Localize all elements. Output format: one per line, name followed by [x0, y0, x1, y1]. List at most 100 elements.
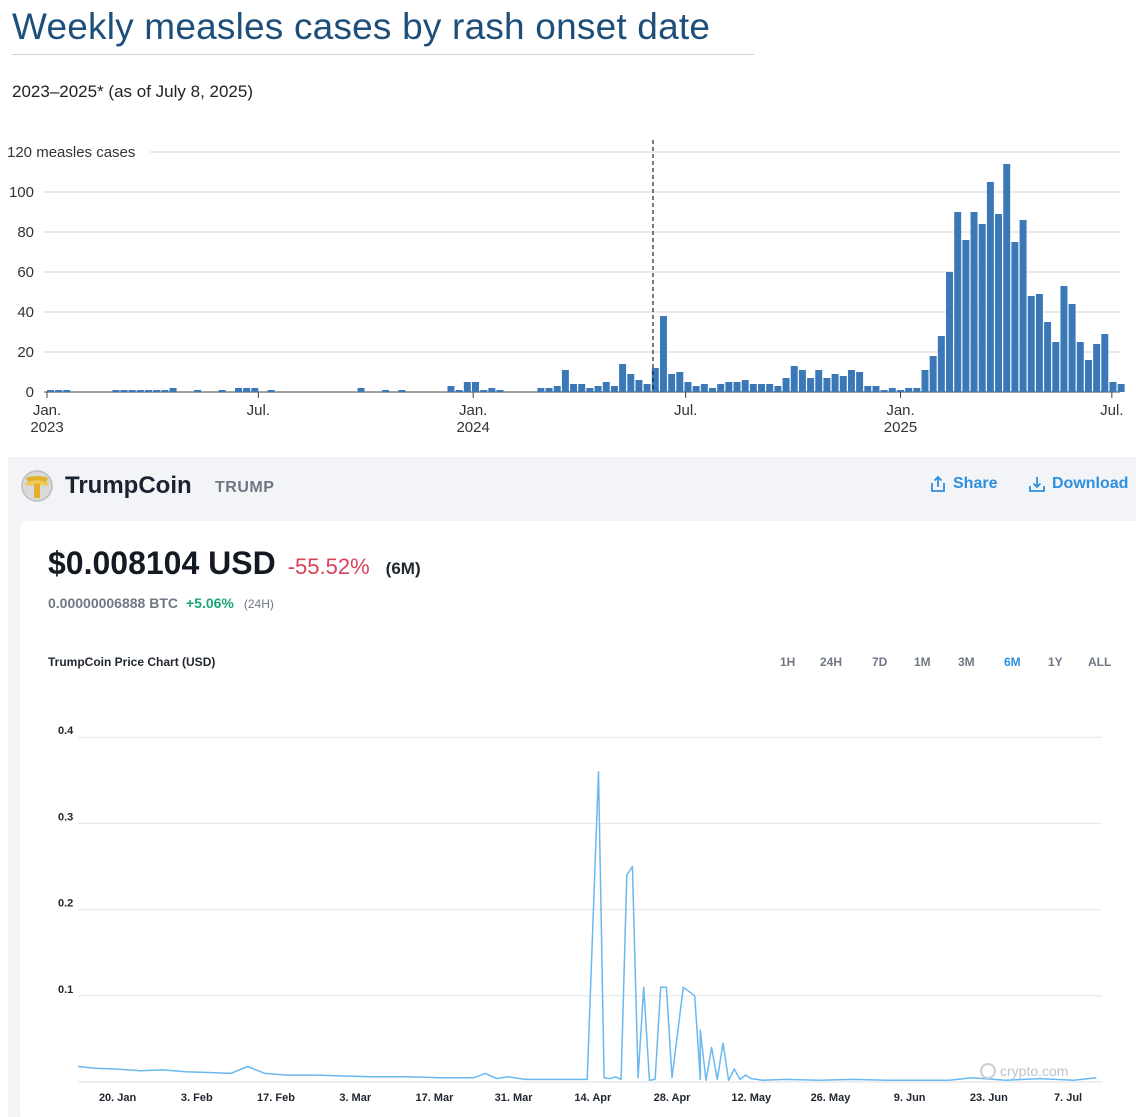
price-x-tick-label: 31. Mar — [495, 1092, 534, 1104]
bar-week-2024-09-15 — [774, 386, 782, 392]
bar-week-2024-07-21 — [709, 388, 716, 392]
range-button-3m[interactable]: 3M — [958, 655, 975, 669]
price-x-tick-label: 20. Jan — [99, 1092, 137, 1104]
bar-week-2024-06-23 — [676, 372, 684, 392]
bar-week-2024-05-12 — [627, 374, 635, 392]
bar-week-2023-03-12 — [128, 390, 136, 392]
bar-week-2023-07-09 — [267, 390, 275, 392]
bar-week-2025-04-27 — [1035, 294, 1043, 392]
bar-week-2024-09-29 — [790, 366, 798, 392]
btc-change: +5.06% — [186, 595, 234, 611]
range-button-1h[interactable]: 1H — [780, 655, 796, 669]
range-button-1y[interactable]: 1Y — [1048, 655, 1063, 669]
measles-chart-panel: Weekly measles cases by rash onset date … — [0, 0, 1136, 450]
bar-week-2024-10-06 — [798, 370, 806, 392]
bar-week-2025-03-09 — [978, 224, 986, 392]
bar-week-2023-06-25 — [251, 388, 259, 392]
y-tick-label: 100 — [9, 184, 34, 201]
y-tick-label: 0 — [26, 384, 34, 401]
x-tick-label: Jul. — [247, 402, 270, 419]
bar-week-2024-12-08 — [872, 386, 880, 392]
bar-week-2024-11-17 — [847, 370, 855, 392]
price-x-tick-label: 17. Mar — [415, 1092, 454, 1104]
bar-week-2024-10-20 — [815, 370, 823, 392]
bar-week-2024-05-26 — [643, 384, 651, 392]
bar-week-2023-06-18 — [243, 388, 251, 392]
bar-week-2025-05-18 — [1060, 286, 1068, 392]
bar-week-2024-04-07 — [586, 388, 594, 392]
bar-week-2023-03-26 — [145, 390, 153, 392]
bar-week-2024-08-18 — [741, 380, 749, 392]
measles-chart-subtitle: 2023–2025* (as of July 8, 2025) — [12, 82, 254, 101]
price-y-tick-label: 0.1 — [58, 984, 73, 996]
bar-week-2024-06-30 — [684, 382, 692, 392]
bar-week-2024-04-14 — [594, 386, 602, 392]
bar-week-2025-05-04 — [1044, 322, 1052, 392]
bar-week-2024-03-03 — [545, 388, 553, 392]
bar-week-2024-03-24 — [570, 384, 578, 392]
measles-chart-title: Weekly measles cases by rash onset date — [12, 6, 711, 47]
bar-week-2025-06-22 — [1101, 334, 1109, 392]
download-label: Download — [1052, 475, 1129, 492]
bar-week-2024-08-04 — [725, 382, 733, 392]
bar-week-2024-07-28 — [717, 384, 725, 392]
bar-week-2025-04-20 — [1027, 296, 1035, 392]
bar-week-2023-04-02 — [153, 390, 161, 392]
price-chart-title: TrumpCoin Price Chart (USD) — [48, 655, 216, 669]
share-button[interactable]: Share — [929, 475, 997, 493]
usd-change-period: (6M) — [385, 559, 421, 578]
bar-week-2023-03-05 — [120, 390, 128, 392]
title-divider — [12, 54, 754, 55]
y-tick-label: 80 — [17, 224, 34, 241]
bar-week-2025-02-02 — [937, 336, 945, 392]
bar-week-2024-01-07 — [480, 390, 488, 392]
bar-week-2024-02-25 — [537, 388, 545, 392]
bar-week-2024-10-27 — [823, 378, 831, 392]
bar-week-2025-03-16 — [986, 182, 994, 392]
y-tick-label: 40 — [17, 304, 34, 321]
bar-week-2024-01-21 — [496, 390, 504, 392]
bar-week-2023-06-11 — [234, 388, 242, 392]
bar-week-2023-10-15 — [382, 390, 390, 392]
bar-week-2024-08-11 — [733, 382, 741, 392]
bar-week-2023-09-24 — [357, 388, 365, 392]
crypto-watermark-text: crypto.com — [1000, 1063, 1068, 1079]
y-tick-label: 120 measles cases — [7, 144, 135, 161]
bar-week-2024-10-13 — [807, 378, 815, 392]
range-button-1m[interactable]: 1M — [914, 655, 931, 669]
bar-week-2024-06-02 — [651, 368, 659, 392]
bar-week-2024-06-16 — [668, 374, 676, 392]
x-tick-label: Jul. — [1100, 402, 1123, 419]
y-tick-label: 20 — [17, 344, 34, 361]
trumpcoin-logo-icon — [21, 470, 53, 502]
coin-name: TrumpCoin — [65, 472, 192, 499]
range-button-6m[interactable]: 6M — [1004, 655, 1021, 669]
download-button[interactable]: Download — [1028, 475, 1128, 493]
bar-week-2025-05-11 — [1052, 342, 1060, 392]
bar-week-2025-06-29 — [1109, 382, 1117, 392]
price-x-tick-label: 14. Apr — [574, 1092, 612, 1104]
bar-week-2024-07-14 — [700, 384, 708, 392]
range-button-24h[interactable]: 24H — [820, 655, 843, 669]
bar-week-2025-01-05 — [905, 388, 913, 392]
bar-week-2025-01-19 — [921, 370, 929, 392]
range-button-all[interactable]: ALL — [1088, 655, 1112, 669]
bar-week-2025-02-23 — [962, 240, 970, 392]
range-button-7d[interactable]: 7D — [872, 655, 888, 669]
btc-price: 0.00000006888 BTC — [48, 595, 178, 611]
price-x-tick-label: 28. Apr — [654, 1092, 692, 1104]
price-x-tick-label: 3. Feb — [181, 1092, 213, 1104]
download-icon — [1029, 477, 1045, 492]
bar-week-2025-04-06 — [1011, 242, 1019, 392]
bar-week-2025-05-25 — [1068, 304, 1076, 392]
bar-week-2024-11-10 — [839, 376, 847, 392]
time-range-selector: 1H 24H 7D 1M 3M 6M 1Y ALL — [780, 655, 1120, 671]
bar-week-2024-05-19 — [635, 380, 643, 392]
bar-week-2025-06-15 — [1093, 344, 1101, 392]
bar-week-2024-03-31 — [578, 384, 586, 392]
bar-week-2024-03-10 — [553, 386, 561, 392]
x-tick-label: Jul. — [674, 402, 697, 419]
usd-price-row: $0.008104 USD -55.52% (6M) — [48, 545, 421, 582]
x-tick-year-label: 2024 — [456, 419, 489, 436]
